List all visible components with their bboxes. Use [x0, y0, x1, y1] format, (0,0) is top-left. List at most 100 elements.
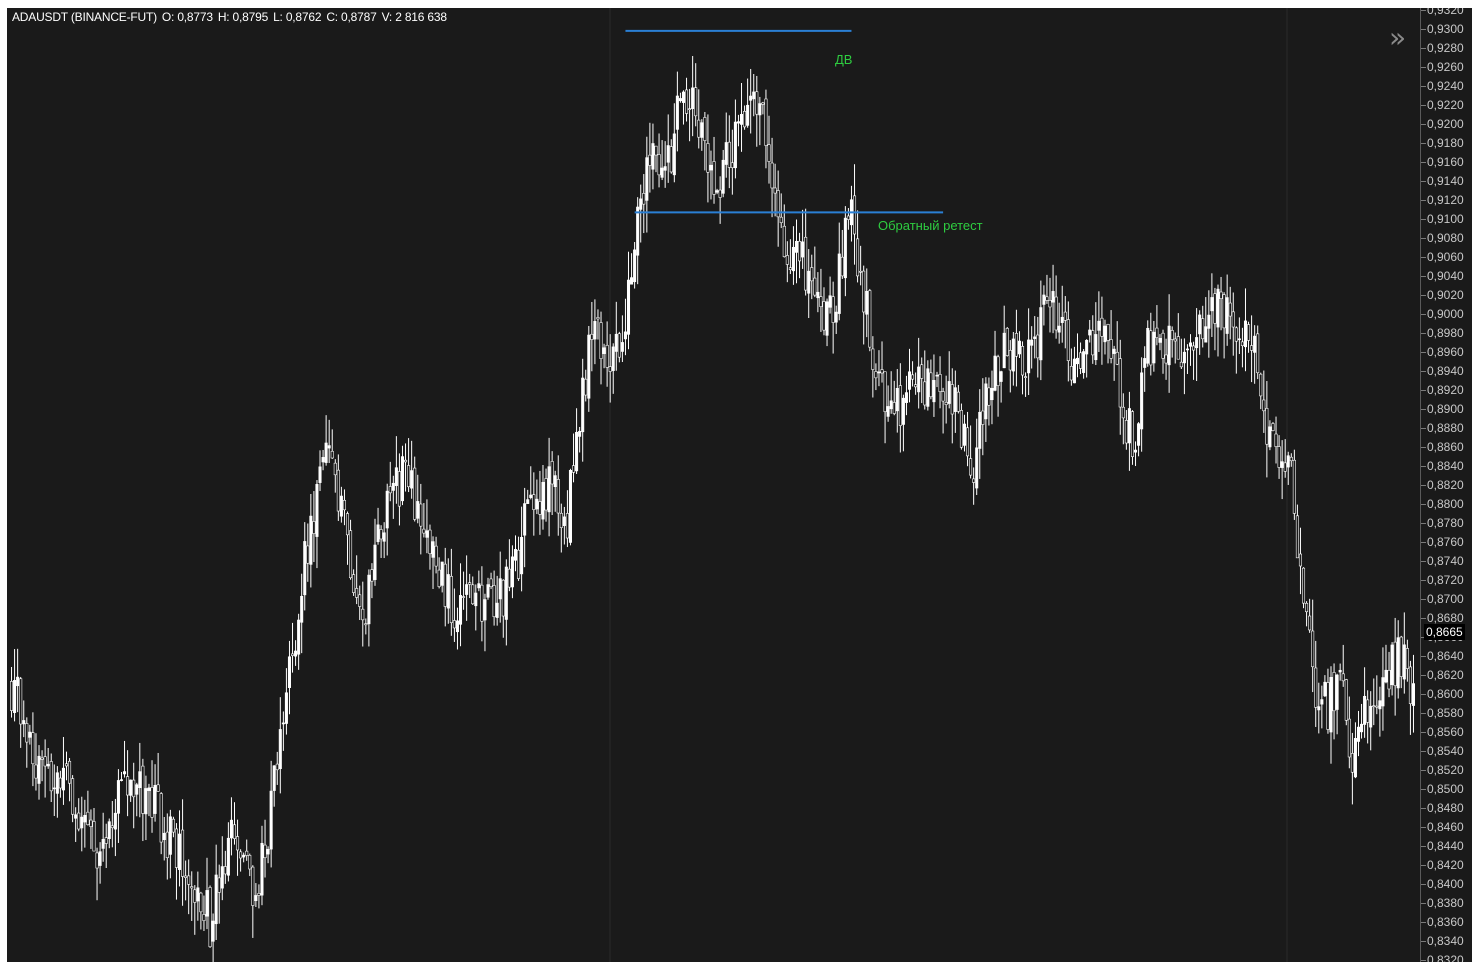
candle-body [492, 585, 496, 617]
candle [239, 849, 243, 872]
candle-body [843, 217, 847, 279]
candle-body [43, 756, 47, 767]
candle [651, 123, 655, 190]
candle-body [962, 423, 967, 446]
candle [358, 585, 362, 620]
candle-body [1082, 351, 1086, 373]
price-axis[interactable]: 0,9320 0,9300 0,9280 0,9260 0,9240 0,9220 0,92… [1420, 8, 1472, 962]
plot-area[interactable]: ADAUSDT (BINANCE-FUT) O: 0,8773 H: 0,8795 L… [7, 8, 1420, 962]
candle [37, 745, 41, 800]
candle [477, 570, 481, 592]
candle-body [1298, 553, 1302, 567]
candle [630, 253, 634, 285]
axis-tick-mark [1421, 143, 1426, 144]
candle-body [1155, 327, 1159, 338]
candle-body [880, 369, 884, 374]
candle-body [791, 246, 795, 272]
candle [743, 105, 747, 130]
candle-body [517, 549, 521, 579]
candle [568, 468, 572, 546]
candle-body [1375, 705, 1379, 708]
candle-body [889, 400, 893, 410]
candle-body [1198, 314, 1202, 335]
candle-body [162, 832, 166, 840]
candle [129, 779, 133, 802]
candle [709, 150, 713, 200]
candle [962, 414, 967, 452]
candle-body [773, 187, 777, 194]
candle [58, 770, 62, 798]
candle [162, 817, 166, 861]
candle [211, 913, 215, 962]
candle-body [1057, 325, 1061, 333]
candle [1002, 305, 1006, 369]
candle [425, 499, 429, 554]
candle-body [174, 828, 178, 868]
candle [1066, 301, 1070, 382]
candle [1115, 321, 1119, 366]
candle [798, 232, 802, 279]
candle-body [309, 515, 313, 565]
candle-body [1134, 449, 1138, 453]
candle [77, 798, 81, 832]
candle [10, 666, 14, 718]
candle-body [688, 108, 692, 110]
candle [1072, 346, 1076, 384]
candle-body [553, 475, 557, 488]
candle-body [920, 364, 924, 379]
candle-body [1173, 338, 1177, 342]
candle-body [666, 145, 670, 163]
candle [266, 846, 270, 864]
candle-body [86, 811, 90, 826]
candle-body [990, 388, 994, 401]
candle [422, 503, 426, 538]
candle-body [394, 467, 398, 486]
double-chevron-right-icon[interactable]: » [1389, 21, 1407, 54]
candle-body [1176, 336, 1180, 360]
candle-body [391, 482, 395, 491]
axis-tick-label: 0,8440 [1427, 839, 1464, 853]
candle [416, 474, 420, 524]
candle-body [211, 920, 215, 942]
candlestick-chart[interactable] [7, 8, 1420, 962]
axis-tick-mark [1421, 789, 1426, 790]
candle [1069, 348, 1073, 386]
candle-body [1247, 324, 1251, 341]
candle-body [257, 893, 261, 896]
candle-body [938, 373, 942, 392]
candle-body [611, 346, 615, 371]
candle-body [715, 190, 719, 193]
candle-body [25, 723, 29, 743]
axis-tick-label: 0,8320 [1427, 953, 1464, 962]
axis-tick-mark [1421, 219, 1426, 220]
candle-body [1350, 753, 1354, 773]
candle-body [547, 466, 551, 513]
candle-body [336, 469, 340, 512]
candle [1271, 422, 1275, 432]
candle [355, 555, 359, 605]
candle-body [312, 521, 316, 534]
candle-body [1121, 406, 1125, 419]
candle-body [483, 599, 487, 621]
candle-body [660, 167, 664, 178]
candle [474, 584, 478, 631]
candle [636, 197, 640, 285]
candle-body [544, 478, 548, 511]
candle-body [785, 255, 789, 265]
candle-body [1030, 339, 1034, 346]
candle-body [550, 461, 554, 485]
candle [16, 648, 20, 713]
candle [1381, 647, 1385, 731]
candle-body [914, 384, 918, 388]
axis-tick-mark [1421, 675, 1426, 676]
candle-body [495, 602, 499, 618]
candle [1033, 316, 1037, 359]
candle [1100, 296, 1104, 365]
candle [584, 369, 588, 402]
candle [886, 385, 890, 422]
candle [1277, 435, 1281, 479]
candle [669, 139, 673, 174]
candle [504, 559, 508, 646]
candle [68, 758, 72, 802]
candle-body [1079, 352, 1083, 369]
